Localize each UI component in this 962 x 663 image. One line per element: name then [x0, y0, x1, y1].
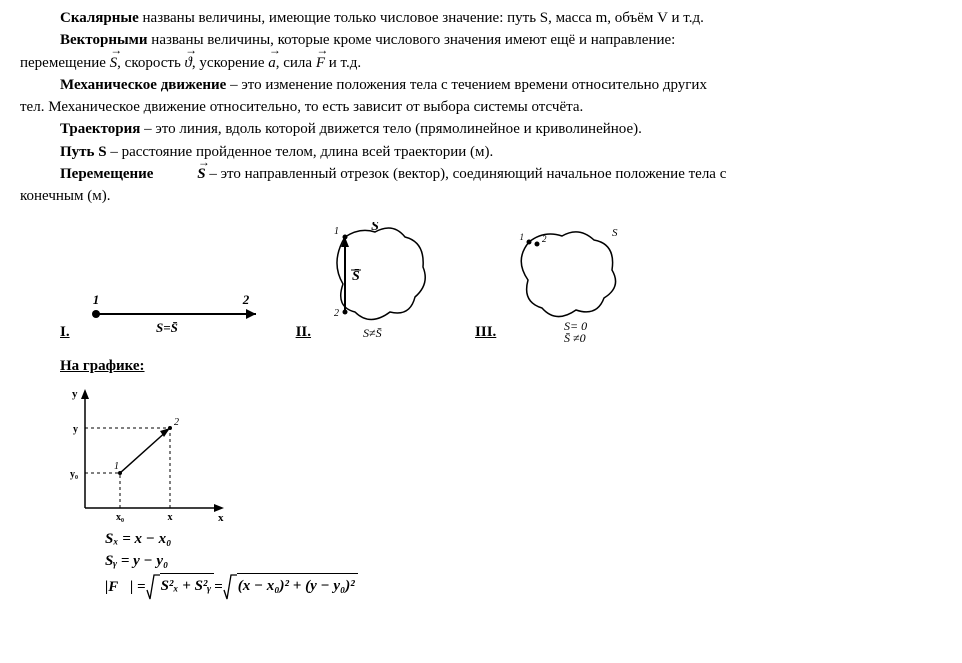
roman-3: III. — [475, 322, 496, 342]
f-b: S²ₓ + S²ᵧ — [160, 573, 215, 596]
para-motion-cont: тел. Механическое движение относительно,… — [20, 97, 942, 117]
radical-icon — [146, 573, 160, 601]
term-displacement: Перемещение — [60, 166, 157, 182]
d1-p2: 2 — [241, 292, 249, 307]
text: , сила — [276, 55, 316, 71]
g-x0: x₀ — [116, 512, 124, 523]
para-displacement-cont: конечным (м). — [20, 186, 942, 206]
sqrt-1: S²ₓ + S²ᵧ — [146, 573, 215, 601]
graph-svg: y x y₀ x₀ 1 y x 2 — [60, 383, 230, 523]
diagram-row: I. 1 2 S=S̄ II. S 1 2 S̄ S≠S̄ III. — [60, 222, 942, 342]
text: и т.д. — [325, 55, 361, 71]
para-vector: Векторными названы величины, которые кро… — [20, 30, 942, 50]
d2-s: S — [371, 222, 379, 234]
formulas: Sₓ = x − x₀ Sᵧ = y − y₀ |F⃗| = S²ₓ + S²ᵧ… — [105, 529, 942, 602]
text: – это изменение положения тела с течение… — [226, 77, 707, 93]
diagram-1: I. 1 2 S=S̄ — [60, 282, 276, 342]
para-vector-cont: перемещение S, скорость ϑ, ускорение a, … — [20, 53, 942, 73]
d3-cap2: S̄ ≠0 — [564, 331, 586, 342]
g-ylab: y — [72, 388, 78, 400]
g-p1: 1 — [114, 461, 119, 472]
text: названы величины, которые кроме числовог… — [148, 32, 676, 48]
term-motion: Механическое движение — [60, 77, 226, 93]
g-yv: y — [73, 424, 78, 435]
g-xlab: x — [218, 512, 224, 523]
graph-title: На графике: — [60, 356, 942, 376]
vec-v: ϑ — [185, 53, 192, 73]
text: перемещение — [20, 55, 110, 71]
f-a: |F⃗| = — [105, 577, 146, 597]
term-trajectory: Траектория — [60, 121, 140, 137]
f-c: = — [214, 577, 223, 597]
term-vector: Векторными — [60, 32, 148, 48]
d3-p1: 1 — [520, 232, 525, 242]
formula-fmag: |F⃗| = S²ₓ + S²ᵧ = (x − x₀)² + (y − y₀)² — [105, 573, 942, 601]
vec-s: S — [110, 53, 118, 73]
para-motion: Механическое движение – это изменение по… — [20, 75, 942, 95]
diagram-3-svg: S 1 2 S= 0 S̄ ≠0 — [504, 222, 654, 342]
para-displacement: Перемещение S – это направленный отрезок… — [20, 164, 942, 184]
graph-section: На графике: y x y₀ x₀ 1 y x 2 Sₓ = x − x… — [60, 356, 942, 601]
radical-icon — [223, 573, 237, 601]
d3-p2: 2 — [542, 234, 547, 244]
text: , скорость — [117, 55, 184, 71]
g-p2: 2 — [174, 417, 179, 428]
term-path: Путь S — [60, 144, 107, 160]
diagram-2: II. S 1 2 S̄ S≠S̄ — [296, 222, 445, 342]
vec-f: F — [316, 53, 325, 73]
para-trajectory: Траектория – это линия, вдоль которой дв… — [20, 119, 942, 139]
vec-s-bold: S — [157, 164, 205, 184]
diagram-3: III. S 1 2 S= 0 S̄ ≠0 — [475, 222, 654, 342]
text: – это направленный отрезок (вектор), сое… — [206, 166, 727, 182]
d1-p1: 1 — [92, 292, 99, 307]
para-scalar: Скалярные названы величины, имеющие толь… — [20, 8, 942, 28]
d3-s: S — [612, 227, 618, 239]
text: – это линия, вдоль которой движется тело… — [140, 121, 642, 137]
text: названы величины, имеющие только числово… — [139, 10, 704, 26]
formula-sx: Sₓ = x − x₀ — [105, 529, 942, 549]
formula-sy: Sᵧ = y − y₀ — [105, 551, 942, 571]
roman-1: I. — [60, 322, 70, 342]
diagram-1-svg: 1 2 S=S̄ — [76, 282, 276, 342]
d2-p2: 2 — [334, 308, 339, 319]
g-y0: y₀ — [70, 469, 78, 480]
sqrt-2: (x − x₀)² + (y − y₀)² — [223, 573, 358, 601]
d1-caption: S=S̄ — [156, 320, 178, 335]
term-scalar: Скалярные — [60, 10, 139, 26]
f-d: (x − x₀)² + (y − y₀)² — [237, 573, 358, 596]
d2-p1: 1 — [334, 226, 339, 237]
d2-caption: S≠S̄ — [363, 326, 382, 340]
g-xv: x — [168, 512, 173, 523]
diagram-2-svg: S 1 2 S̄ S≠S̄ — [315, 222, 445, 342]
text: , ускорение — [192, 55, 268, 71]
vec-a: a — [268, 53, 276, 73]
roman-2: II. — [296, 322, 311, 342]
d2-vec: S̄ — [352, 269, 360, 284]
